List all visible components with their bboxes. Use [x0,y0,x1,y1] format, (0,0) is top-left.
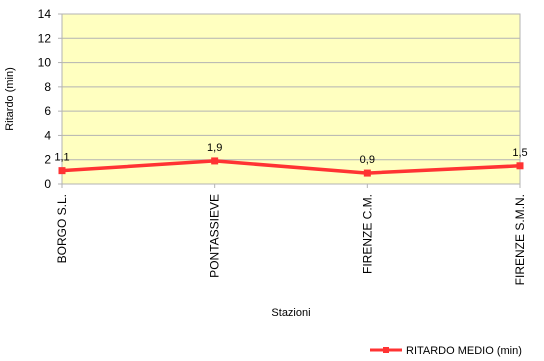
y-axis-label: Ritardo (min) [4,67,16,131]
y-tick-label: 2 [44,153,51,167]
x-axis-label: Stazioni [271,307,310,319]
y-tick-label: 0 [44,177,51,191]
data-point [211,157,219,165]
y-tick-label: 10 [38,56,52,70]
data-point [516,162,524,170]
legend: RITARDO MEDIO (min) [370,345,522,357]
x-tick-label: FIRENZE S.M.N. [513,194,527,285]
legend-label: RITARDO MEDIO (min) [406,345,522,357]
y-axis-ticks: 0 2 4 6 8 10 12 14 [38,7,62,191]
y-tick-label: 4 [44,128,51,142]
series-line [61,159,521,175]
y-tick-label: 6 [44,104,51,118]
gridlines [62,13,520,185]
plot-area [61,13,521,185]
data-label: 0,9 [360,154,375,166]
x-axis-ticks: BORGO S.L. PONTASSIEVE FIRENZE C.M. FIRENZE… [55,184,527,285]
y-tick-label: 14 [38,7,52,21]
data-label: 1,5 [512,147,527,159]
y-tick-label: 8 [44,80,51,94]
x-tick-label: BORGO S.L. [55,194,69,263]
series-layer: 1,1 1,9 0,9 1,5 [54,142,528,177]
data-point [58,167,66,175]
y-tick-label: 12 [38,31,52,45]
x-tick-label: PONTASSIEVE [208,194,222,278]
x-tick-label: FIRENZE C.M. [360,194,374,274]
data-label: 1,9 [207,142,222,154]
legend-marker [383,347,389,353]
data-point [363,169,371,177]
data-label: 1,1 [54,152,69,164]
